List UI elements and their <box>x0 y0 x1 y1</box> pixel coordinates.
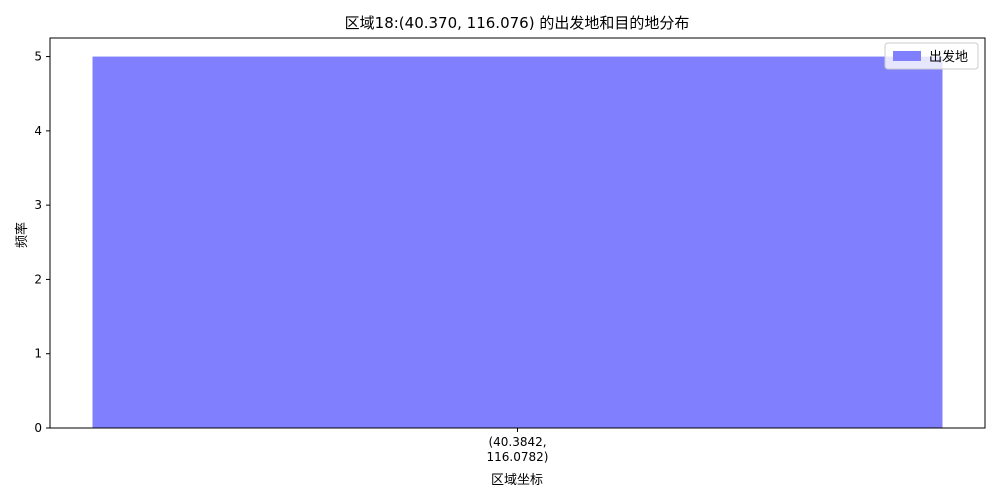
x-axis-label: 区域坐标 <box>491 473 543 488</box>
bar-0-0 <box>92 56 943 428</box>
legend: 出发地 <box>884 42 979 70</box>
y-tick-label-2: 2 <box>34 272 42 286</box>
legend-label-0: 出发地 <box>929 49 968 65</box>
y-tick-label-4: 4 <box>34 124 42 138</box>
y-tick-label-3: 3 <box>34 198 42 212</box>
x-tick-label-0: (40.3842, 116.0782) <box>487 435 549 464</box>
y-tick-label-0: 0 <box>34 421 42 435</box>
y-axis: 0 1 2 3 4 5 <box>34 50 50 435</box>
y-axis-label: 频率 <box>14 222 30 248</box>
bars-layer <box>92 56 943 428</box>
y-tick-label-1: 1 <box>34 347 42 361</box>
y-tick-label-5: 5 <box>34 50 42 64</box>
chart-title: 区域18:(40.370, 116.076) 的出发地和目的地分布 <box>345 14 690 32</box>
legend-swatch-0 <box>893 51 921 61</box>
legend-box <box>884 42 979 70</box>
x-axis: (40.3842, 116.0782) <box>487 428 549 464</box>
